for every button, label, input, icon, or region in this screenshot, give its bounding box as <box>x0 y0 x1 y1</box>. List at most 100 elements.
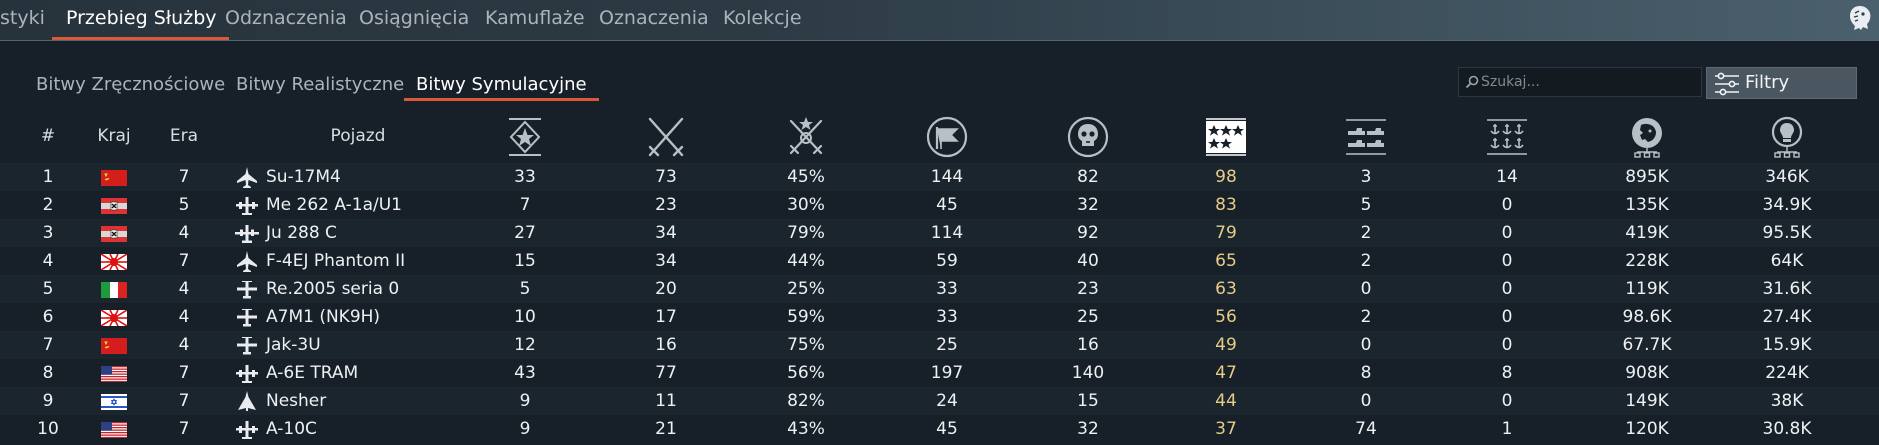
research-points-value: 31.6K <box>1762 279 1812 299</box>
tab-decorations[interactable]: Odznaczenia <box>225 7 347 29</box>
ground-kills-icon[interactable] <box>1344 115 1388 159</box>
table-row[interactable]: 7 4 Jak-3U 12 16 75% 25 16 49 0 0 67.7K 15.9K <box>0 331 1879 359</box>
deaths-value: 25 <box>1077 307 1099 327</box>
missions-value: 45 <box>936 419 958 439</box>
table-row[interactable]: 5 4 Re.2005 seria 0 5 20 25% 33 23 63 0 0 119K 31.6K <box>0 275 1879 303</box>
missions-value: 59 <box>936 251 958 271</box>
research-points-value: 27.4K <box>1762 307 1812 327</box>
silver-lions-value: 419K <box>1625 223 1669 243</box>
respawns-value: 43 <box>514 363 536 383</box>
research-points-value: 38K <box>1770 391 1804 411</box>
tab-service-record[interactable]: Przebieg Służby <box>52 0 229 40</box>
vehicle-name[interactable]: F-4EJ Phantom II <box>266 251 406 271</box>
vehicle-name[interactable]: Su-17M4 <box>266 167 341 187</box>
table-header: # Kraj Era Pojazd <box>0 110 1879 162</box>
usa-flag-icon <box>101 422 127 438</box>
filter-button[interactable]: Filtry <box>1706 67 1857 99</box>
tab-collections[interactable]: Kolekcje <box>723 7 802 29</box>
naval-kills-value: 0 <box>1501 391 1513 411</box>
vehicle-name[interactable]: Jak-3U <box>266 335 321 355</box>
rank-cell: 6 <box>42 307 54 327</box>
rank-cell: 10 <box>37 419 59 439</box>
table-row[interactable]: 2 5 Me 262 A-1a/U1 7 23 30% 45 32 83 5 0 135K 34.9K <box>0 191 1879 219</box>
rank-cell: 4 <box>42 251 54 271</box>
ussr-flag-icon <box>101 338 127 354</box>
tab-arcade-battles[interactable]: Bitwy Zręcznościowe <box>36 74 226 95</box>
missions-value: 33 <box>936 307 958 327</box>
table-row[interactable]: 3 4 Ju 288 C 27 34 79% 114 92 79 2 0 419K 95.5K <box>0 219 1879 247</box>
aircraft-delta-icon <box>238 391 256 411</box>
filter-label: Filtry <box>1745 72 1790 93</box>
tab-achievements[interactable]: Osiągnięcia <box>359 7 470 29</box>
column-era[interactable]: Era <box>169 126 199 146</box>
era-cell: 4 <box>178 223 190 243</box>
victories-icon[interactable] <box>644 115 688 159</box>
germany-flag-icon <box>101 226 127 242</box>
respawns-value: 7 <box>519 195 531 215</box>
usa-flag-icon <box>101 366 127 382</box>
table-row[interactable]: 8 7 A-6E TRAM 43 77 56% 197 140 47 8 8 908K 224K <box>0 359 1879 387</box>
respawns-value: 33 <box>514 167 536 187</box>
tab-statistics[interactable]: styki <box>0 7 45 29</box>
tab-realistic-battles[interactable]: Bitwy Realistyczne <box>236 74 405 95</box>
tab-camouflages[interactable]: Kamuflaże <box>485 7 585 29</box>
table-row[interactable]: 1 7 Su-17M4 33 73 45% 144 82 98 3 14 895K 346K <box>0 163 1879 191</box>
research-points-bulb-icon[interactable] <box>1765 115 1809 159</box>
air-kills-value: 79 <box>1215 223 1237 243</box>
air-kills-value: 98 <box>1215 167 1237 187</box>
ground-kills-value: 0 <box>1360 391 1372 411</box>
search-input[interactable] <box>1481 68 1696 96</box>
aircraft-twin-icon <box>236 197 258 215</box>
vehicle-name[interactable]: Re.2005 seria 0 <box>266 279 400 299</box>
victories-ratio-value: 30% <box>787 195 825 215</box>
aircraft-prop-icon <box>237 309 257 327</box>
victories-value: 21 <box>655 419 677 439</box>
lion-logo-icon <box>1850 6 1871 30</box>
table-row[interactable]: 9 7 Nesher 9 11 82% 24 15 44 0 0 149K 38K <box>0 387 1879 415</box>
respawns-value: 9 <box>519 419 531 439</box>
vehicle-name[interactable]: Me 262 A-1a/U1 <box>266 195 402 215</box>
respawns-value: 9 <box>519 391 531 411</box>
victories-ratio-value: 43% <box>787 419 825 439</box>
air-kills-value: 49 <box>1215 335 1237 355</box>
respawns-value: 10 <box>514 307 536 327</box>
deaths-skull-icon[interactable] <box>1066 115 1110 159</box>
vehicle-name[interactable]: A7M1 (NK9H) <box>266 307 381 327</box>
search-icon <box>1465 75 1479 89</box>
tab-simulator-battles[interactable]: Bitwy Symulacyjne <box>404 71 599 101</box>
vehicle-name[interactable]: A-10C <box>266 419 317 439</box>
vehicle-name[interactable]: Nesher <box>266 391 327 411</box>
tab-markings[interactable]: Oznaczenia <box>599 7 709 29</box>
era-cell: 4 <box>178 307 190 327</box>
victories-ratio-value: 56% <box>787 363 825 383</box>
vehicle-name[interactable]: Ju 288 C <box>266 223 337 243</box>
column-vehicle[interactable]: Pojazd <box>330 126 386 146</box>
respawns-icon[interactable] <box>503 115 547 159</box>
table-row[interactable]: 6 4 A7M1 (NK9H) 10 17 59% 33 25 56 2 0 98.6K 27.4K <box>0 303 1879 331</box>
research-points-value: 15.9K <box>1762 335 1812 355</box>
victories-ratio-value: 25% <box>787 279 825 299</box>
search-box[interactable] <box>1458 67 1702 97</box>
aircraft-jet-icon <box>237 251 257 272</box>
naval-kills-value: 0 <box>1501 335 1513 355</box>
victories-value: 23 <box>655 195 677 215</box>
table-row[interactable]: 4 7 F-4EJ Phantom II 15 34 44% 59 40 65 2 0 228K 64K <box>0 247 1879 275</box>
victories-ratio-icon[interactable] <box>784 115 828 159</box>
missions-icon[interactable] <box>925 115 969 159</box>
rank-cell: 3 <box>42 223 54 243</box>
naval-kills-anchors-icon[interactable] <box>1485 115 1529 159</box>
silver-lions-icon[interactable] <box>1625 115 1669 159</box>
ground-kills-value: 0 <box>1360 335 1372 355</box>
column-rank[interactable]: # <box>40 126 56 146</box>
air-kills-value: 44 <box>1215 391 1237 411</box>
ground-kills-value: 2 <box>1360 307 1372 327</box>
naval-kills-value: 8 <box>1501 363 1513 383</box>
silver-lions-value: 67.7K <box>1622 335 1672 355</box>
column-country[interactable]: Kraj <box>97 126 131 146</box>
vehicle-name[interactable]: A-6E TRAM <box>266 363 359 383</box>
respawns-value: 27 <box>514 223 536 243</box>
ground-kills-value: 8 <box>1360 363 1372 383</box>
air-kills-stars-icon[interactable] <box>1204 115 1248 159</box>
victories-value: 20 <box>655 279 677 299</box>
table-row[interactable]: 10 7 A-10C 9 21 43% 45 32 37 74 1 120K 30.8K <box>0 415 1879 443</box>
